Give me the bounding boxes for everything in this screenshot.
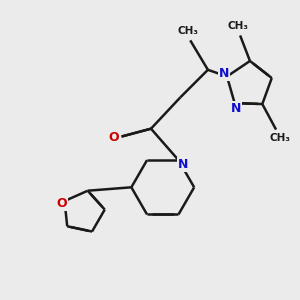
Text: O: O [56,196,67,209]
Text: CH₃: CH₃ [269,134,290,143]
Text: N: N [230,103,241,116]
Text: O: O [108,131,119,144]
Text: N: N [178,158,189,170]
Text: CH₃: CH₃ [228,21,249,31]
Text: N: N [219,67,229,80]
Text: CH₃: CH₃ [178,26,199,35]
